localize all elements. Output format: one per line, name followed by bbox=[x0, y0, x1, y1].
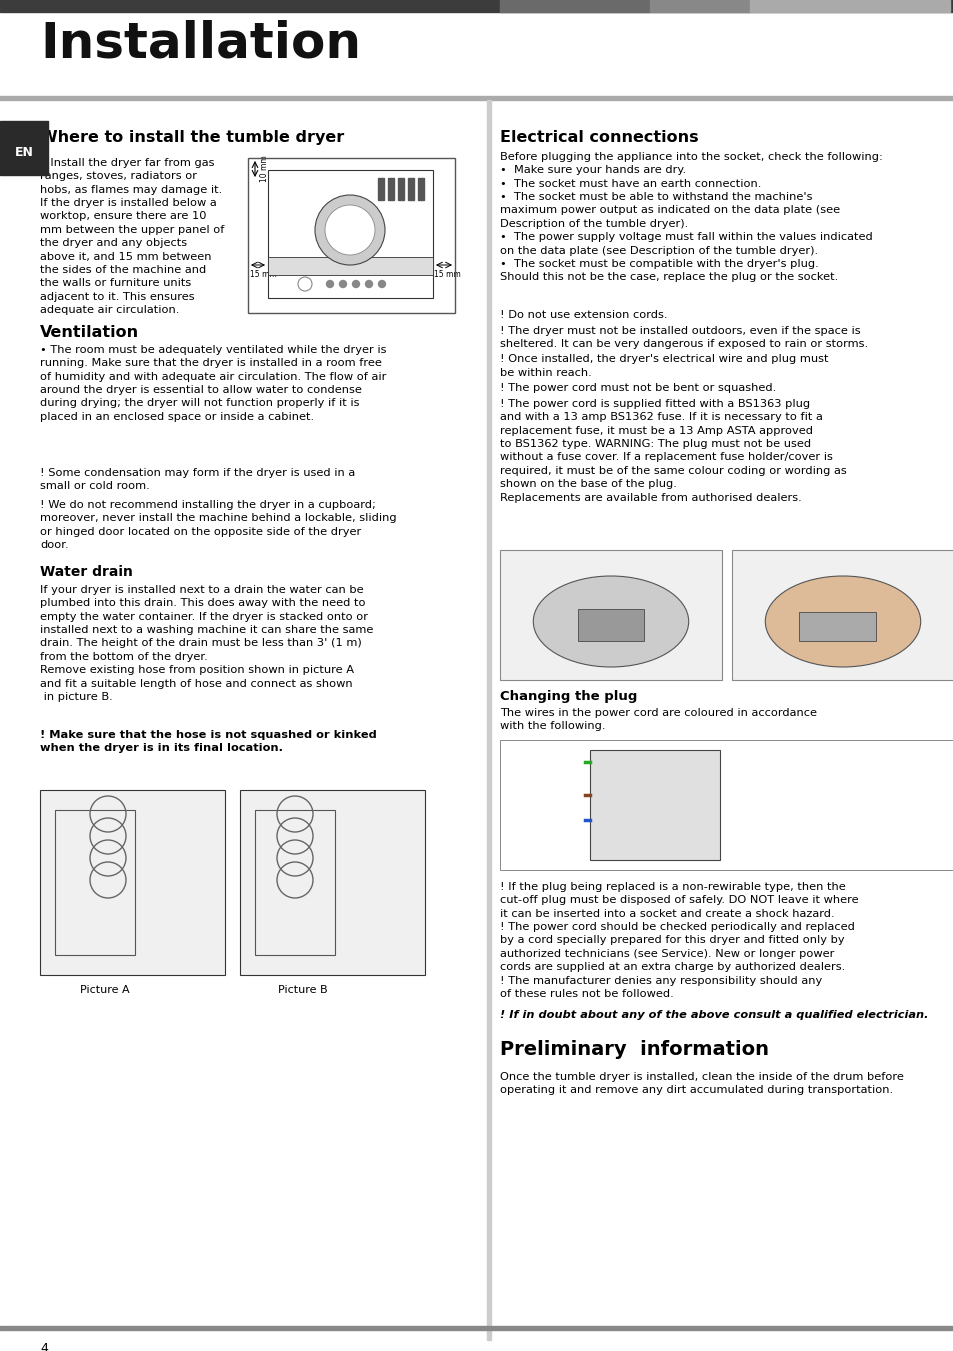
Circle shape bbox=[365, 281, 372, 288]
Text: Picture B: Picture B bbox=[277, 985, 327, 994]
Bar bbox=[798, 612, 876, 640]
Bar bbox=[417, 178, 423, 200]
Bar bbox=[486, 100, 491, 1340]
Bar bbox=[0, 0, 953, 12]
Bar bbox=[499, 740, 953, 870]
Text: CROSS-BAR
CORD GRIP: CROSS-BAR CORD GRIP bbox=[659, 816, 700, 830]
Text: Picture A: Picture A bbox=[80, 985, 130, 994]
Circle shape bbox=[339, 281, 346, 288]
Text: GREEN &
YELLOW: GREEN & YELLOW bbox=[595, 754, 629, 773]
Text: ! If the plug being replaced is a non-rewirable type, then the
cut-off plug must: ! If the plug being replaced is a non-re… bbox=[499, 882, 858, 998]
Bar bbox=[499, 0, 649, 12]
Text: Where to install the tumble dryer: Where to install the tumble dryer bbox=[40, 130, 344, 145]
Text: ! The power cord must not be bent or squashed.: ! The power cord must not be bent or squ… bbox=[499, 384, 776, 393]
Bar bbox=[408, 178, 414, 200]
Text: ! Some condensation may form if the dryer is used in a
small or cold room.: ! Some condensation may form if the drye… bbox=[40, 467, 355, 492]
Bar bbox=[0, 1325, 953, 1329]
Text: ! Make sure that the hose is not squashed or kinked
when the dryer is in its fin: ! Make sure that the hose is not squashe… bbox=[40, 730, 376, 754]
Text: • The room must be adequately ventilated while the dryer is
running. Make sure t: • The room must be adequately ventilated… bbox=[40, 345, 386, 422]
Bar bbox=[578, 608, 643, 640]
Text: ! The dryer must not be installed outdoors, even if the space is
sheltered. It c: ! The dryer must not be installed outdoo… bbox=[499, 326, 867, 349]
Text: 4: 4 bbox=[40, 1342, 48, 1351]
Text: Moulded plug: Moulded plug bbox=[504, 558, 579, 567]
Bar bbox=[388, 178, 394, 200]
Circle shape bbox=[326, 281, 334, 288]
Bar bbox=[649, 0, 749, 12]
Text: 15 mm: 15 mm bbox=[250, 270, 276, 280]
Ellipse shape bbox=[533, 576, 688, 667]
Bar bbox=[731, 550, 953, 680]
Text: Green and Yellow (Earth)
wire to terminal marked
"E", symbol x, or coloured
gree: Green and Yellow (Earth) wire to termina… bbox=[501, 750, 606, 792]
Text: ! Once installed, the dryer's electrical wire and plug must
be within reach.: ! Once installed, the dryer's electrical… bbox=[499, 354, 827, 378]
Bar bbox=[377, 178, 384, 200]
Bar bbox=[248, 158, 455, 313]
Text: BLUE: BLUE bbox=[595, 816, 614, 825]
Text: 15 mm: 15 mm bbox=[434, 270, 460, 280]
Bar bbox=[268, 170, 433, 299]
Text: H<1m: H<1m bbox=[50, 866, 59, 893]
Text: Ventilation: Ventilation bbox=[40, 326, 139, 340]
Text: 10 mm: 10 mm bbox=[260, 155, 269, 182]
Text: • Install the dryer far from gas
ranges, stoves, radiators or
hobs, as flames ma: • Install the dryer far from gas ranges,… bbox=[40, 158, 224, 315]
Bar bbox=[499, 550, 721, 680]
Text: Once the tumble dryer is installed, clean the inside of the drum before
operatin: Once the tumble dryer is installed, clea… bbox=[499, 1071, 902, 1096]
Ellipse shape bbox=[764, 576, 920, 667]
Text: Water drain: Water drain bbox=[40, 565, 132, 580]
Text: 13A ASTA approved fuse
to BS 1362.: 13A ASTA approved fuse to BS 1362. bbox=[834, 750, 933, 770]
Text: ! We do not recommend installing the dryer in a cupboard;
moreover, never instal: ! We do not recommend installing the dry… bbox=[40, 500, 396, 550]
Bar bbox=[40, 790, 225, 975]
Text: The wires in the power cord are coloured in accordance
with the following.: The wires in the power cord are coloured… bbox=[499, 708, 816, 731]
Bar bbox=[589, 750, 720, 861]
Text: Preliminary  information: Preliminary information bbox=[499, 1040, 768, 1059]
Text: Before plugging the appliance into the socket, check the following:
•  Make sure: Before plugging the appliance into the s… bbox=[499, 153, 882, 282]
Text: Brown (live) wire to teminal
marked "L" or coloured
red.: Brown (live) wire to teminal marked "L" … bbox=[834, 811, 945, 842]
Bar bbox=[0, 96, 953, 100]
Bar bbox=[254, 811, 335, 955]
Bar bbox=[268, 257, 433, 276]
Bar bbox=[0, 122, 48, 176]
Text: ! The power cord is supplied fitted with a BS1363 plug
and with a 13 amp BS1362 : ! The power cord is supplied fitted with… bbox=[499, 399, 846, 503]
Circle shape bbox=[325, 205, 375, 255]
Text: 3 ampere fuse: 3 ampere fuse bbox=[649, 788, 700, 794]
Bar bbox=[240, 790, 424, 975]
Text: BROWN: BROWN bbox=[595, 790, 624, 798]
Text: ! Do not use extension cords.: ! Do not use extension cords. bbox=[499, 309, 667, 320]
Bar bbox=[397, 178, 403, 200]
Circle shape bbox=[378, 281, 385, 288]
Bar bbox=[749, 0, 949, 12]
Text: If your dryer is installed next to a drain the water can be
plumbed into this dr: If your dryer is installed next to a dra… bbox=[40, 585, 373, 703]
Text: EN: EN bbox=[14, 146, 33, 158]
Text: Installation: Installation bbox=[40, 20, 360, 68]
Bar bbox=[55, 811, 135, 955]
Text: Blue (Neutral) wire to
terminal marked "N" or
coloured black.: Blue (Neutral) wire to terminal marked "… bbox=[501, 820, 596, 851]
Text: Changing the plug: Changing the plug bbox=[499, 690, 637, 703]
Text: Electrical connections: Electrical connections bbox=[499, 130, 698, 145]
Text: ! If in doubt about any of the above consult a qualified electrician.: ! If in doubt about any of the above con… bbox=[499, 1011, 927, 1020]
Circle shape bbox=[314, 195, 385, 265]
Circle shape bbox=[352, 281, 359, 288]
